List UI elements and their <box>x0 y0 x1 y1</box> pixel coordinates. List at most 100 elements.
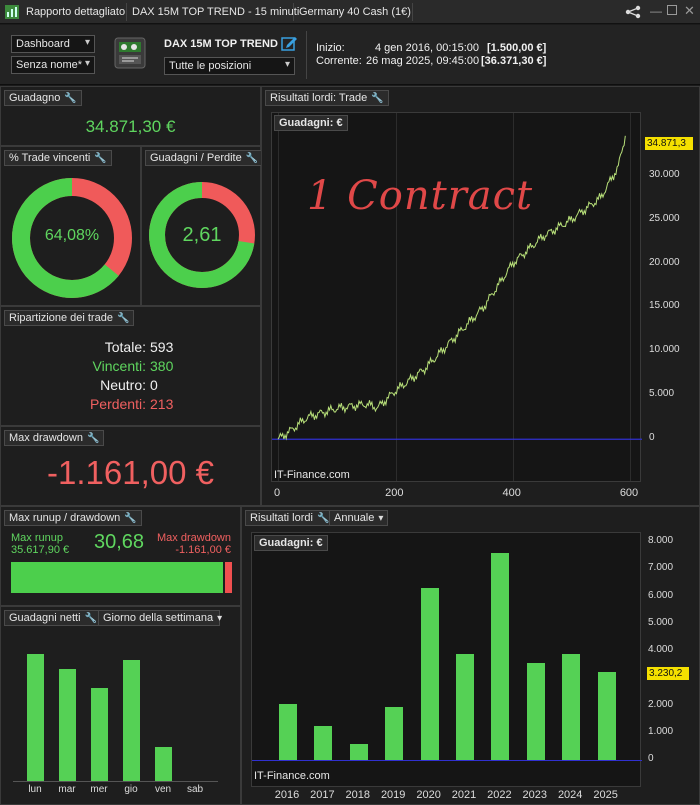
year-bar <box>314 725 333 760</box>
report-header: Dashboard ▾ Senza nome* ▾ DAX 15M TOP TREN… <box>0 25 700 85</box>
name-select-label: Senza nome* <box>16 59 83 71</box>
max-drawdown-title-label: Max drawdown <box>9 432 83 444</box>
annual-period-select[interactable]: Annuale ▾ <box>329 510 389 526</box>
y-tick-label: 20.000 <box>649 256 680 268</box>
start-label: Inizio: <box>316 42 345 54</box>
period-select[interactable]: Giorno della settimana ▾ <box>98 610 223 626</box>
wrench-icon[interactable]: 🔧 <box>84 613 98 624</box>
zero-line <box>252 760 642 761</box>
runup-bar-track <box>11 562 232 593</box>
equity-watermark: IT-Finance.com <box>274 469 350 481</box>
breakdown-title[interactable]: Ripartizione dei trade 🔧 <box>4 310 135 326</box>
winners-label: Vincenti: <box>92 358 146 374</box>
donut-gain-arc <box>149 182 255 288</box>
equity-panel: Risultati lordi: Trade 🔧 Guadagni: € 1 Co… <box>261 86 700 506</box>
annual-plot-area[interactable]: Guadagni: € IT-Finance.com <box>251 532 642 787</box>
gain-title-label: Guadagno <box>9 92 61 104</box>
strategy-settings-icon[interactable] <box>114 37 148 71</box>
donut-win-arc <box>12 178 132 298</box>
total-label: Totale: <box>104 339 146 355</box>
win-rate-title-label: % Trade vincenti <box>9 152 91 164</box>
year-bar <box>420 588 439 760</box>
y-tick-label: 5.000 <box>648 616 674 628</box>
equity-title-label: Risultati lordi: Trade <box>270 92 368 104</box>
y-tick-label: 8.000 <box>648 535 674 546</box>
runup-label: Max runup <box>11 532 63 544</box>
x-tick-label: 400 <box>502 487 521 499</box>
neutral-label: Neutro: <box>100 377 146 393</box>
gain-loss-title[interactable]: Guadagni / Perdite 🔧 <box>145 150 264 166</box>
annual-watermark: IT-Finance.com <box>254 770 330 782</box>
equity-plot-area[interactable]: Guadagni: € 1 Contract IT-Finance.com <box>271 112 642 482</box>
y-tick-label: 0 <box>649 432 655 444</box>
runup-dd-value: -1.161,00 € <box>175 544 231 556</box>
baseline <box>13 781 218 782</box>
gain-value: 34.871,30 € <box>85 117 176 136</box>
year-bar <box>491 552 510 760</box>
x-tick-label: 2025 <box>593 789 618 801</box>
x-tick-label: 2017 <box>310 789 335 801</box>
chevron-down-icon: ▾ <box>284 59 290 70</box>
gain-title[interactable]: Guadagno 🔧 <box>4 90 82 106</box>
net-gain-title[interactable]: Guadagni netti 🔧 <box>4 610 103 626</box>
start-value: [1.500,00 €] <box>487 42 547 54</box>
weekday-bar <box>155 746 172 781</box>
y-tick-label: 10.000 <box>649 344 680 356</box>
wrench-icon[interactable]: 🔧 <box>124 513 137 524</box>
y-tick-label: 4.000 <box>648 644 674 655</box>
year-bar <box>279 704 297 760</box>
y-tick-label: 7.000 <box>648 562 674 574</box>
chart-annotation: 1 Contract <box>307 173 534 219</box>
max-drawdown-value: -1.161,00 € <box>47 454 214 491</box>
wrench-icon[interactable]: 🔧 <box>86 433 100 444</box>
name-select[interactable]: Senza nome* ▾ <box>11 56 95 74</box>
current-value: [36.371,30 €] <box>481 55 547 67</box>
annual-title[interactable]: Risultati lordi 🔧 <box>245 510 335 526</box>
winners-value: 380 <box>150 358 174 374</box>
x-tick-label: 2023 <box>522 789 548 801</box>
dashboard-select-label: Dashboard <box>16 38 70 50</box>
x-tick-label: 2022 <box>487 789 512 801</box>
weekday-bar <box>59 669 76 781</box>
runup-title[interactable]: Max runup / drawdown 🔧 <box>4 510 142 526</box>
gain-loss-panel: Guadagni / Perdite 🔧 2,61 <box>141 146 264 306</box>
close-icon[interactable]: ✕ <box>684 3 695 18</box>
equity-title[interactable]: Risultati lordi: Trade 🔧 <box>265 90 389 106</box>
positions-select-label: Tutte le posizioni <box>169 60 252 72</box>
weekday-label: gio <box>124 784 138 795</box>
annual-panel: Risultati lordi 🔧 Annuale ▾ Guadagni: € IT… <box>241 506 700 805</box>
runup-value: 35.617,90 € <box>11 544 70 556</box>
win-rate-panel: % Trade vincenti 🔧 64,08% <box>0 146 141 306</box>
annual-title-label: Risultati lordi <box>250 512 313 524</box>
x-tick-label: 2021 <box>451 789 477 801</box>
wrench-icon[interactable]: 🔧 <box>116 313 130 324</box>
y-tick-label: 1.000 <box>648 725 674 737</box>
current-label: Corrente: <box>316 55 362 67</box>
maximize-icon[interactable] <box>667 5 677 15</box>
wrench-icon[interactable]: 🔧 <box>245 153 259 164</box>
year-bar <box>385 706 404 760</box>
strategy-name: DAX 15M TOP TREND <box>164 38 278 50</box>
weekday-bar <box>91 688 108 781</box>
y-tick-label: 30.000 <box>649 168 680 180</box>
dashboard-select[interactable]: Dashboard ▾ <box>11 35 95 53</box>
wrench-icon[interactable]: 🔧 <box>64 93 77 104</box>
weekday-bar <box>123 660 140 781</box>
positions-select[interactable]: Tutte le posizioni ▾ <box>164 57 295 75</box>
strategy-title: DAX 15M TOP TREND - 15 minuti <box>132 6 300 18</box>
win-rate-title[interactable]: % Trade vincenti 🔧 <box>4 150 112 166</box>
edit-icon[interactable] <box>281 35 297 51</box>
wrench-icon[interactable]: 🔧 <box>371 93 384 104</box>
y-tick-label: 5.000 <box>649 388 675 400</box>
runup-bar-fill <box>11 562 225 593</box>
minimize-icon[interactable]: — <box>650 4 662 18</box>
chevron-down-icon: ▾ <box>217 613 223 624</box>
wrench-icon[interactable]: 🔧 <box>316 513 330 524</box>
period-select-label: Giorno della settimana <box>103 612 214 624</box>
max-drawdown-title[interactable]: Max drawdown 🔧 <box>4 430 105 446</box>
wrench-icon[interactable]: 🔧 <box>94 153 107 164</box>
x-tick-label: 2024 <box>557 789 583 801</box>
report-icon <box>5 5 19 19</box>
share-icon[interactable] <box>625 5 641 19</box>
gain-loss-value: 2,61 <box>182 224 222 246</box>
